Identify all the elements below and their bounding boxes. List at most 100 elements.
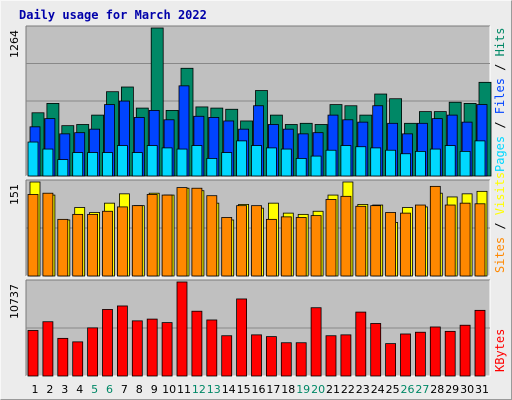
- bar-volume-kbytes-day-11: [176, 281, 188, 377]
- x-tick-label-day-28: 28: [430, 383, 444, 396]
- x-tick-label-day-2: 2: [46, 383, 53, 396]
- bar-volume-kbytes-day-4: [72, 341, 84, 377]
- bar-volume-kbytes-day-3: [57, 337, 69, 377]
- bar-visitors-sites-day-9: [146, 194, 158, 277]
- legend-part-traffic-0: Pages: [493, 136, 507, 172]
- legend-part-traffic-2: Files: [493, 78, 507, 114]
- bar-volume-kbytes-day-29: [444, 330, 456, 377]
- max-value-label-visitors: 151: [8, 184, 21, 205]
- legend-label-traffic: Pages / Files / Hits: [493, 27, 507, 172]
- bar-traffic-pages-day-14: [221, 152, 233, 177]
- bar-visitors-sites-day-22: [340, 195, 352, 277]
- x-tick-label-day-21: 21: [326, 383, 340, 396]
- bar-visitors-sites-day-12: [191, 187, 203, 277]
- bar-traffic-pages-day-5: [87, 152, 98, 177]
- bar-traffic-pages-day-22: [340, 145, 352, 177]
- bar-visitors-sites-day-25: [385, 212, 397, 277]
- x-tick-label-day-30: 30: [460, 383, 474, 396]
- bar-visitors-sites-day-11: [176, 187, 188, 277]
- bar-visitors-sites-day-28: [429, 185, 441, 277]
- x-tick-label-day-5: 5: [91, 383, 98, 396]
- bar-traffic-pages-day-24: [370, 147, 382, 177]
- x-tick-label-day-29: 29: [445, 383, 459, 396]
- legend-part-traffic-3: /: [493, 56, 507, 78]
- x-tick-label-day-3: 3: [61, 383, 68, 396]
- bar-visitors-sites-day-19: [295, 217, 307, 277]
- bar-traffic-pages-day-16: [251, 145, 262, 177]
- bar-volume-kbytes-day-12: [191, 310, 203, 377]
- bar-traffic-pages-day-11: [176, 148, 188, 177]
- bar-traffic-pages-day-9: [146, 145, 158, 177]
- bar-traffic-pages-day-12: [191, 145, 203, 177]
- bar-traffic-pages-day-18: [280, 148, 292, 177]
- bar-visitors-sites-day-30: [459, 202, 471, 277]
- bar-traffic-pages-day-7: [117, 145, 128, 177]
- x-tick-label-day-16: 16: [252, 383, 266, 396]
- bar-volume-kbytes-day-15: [236, 298, 248, 377]
- bar-volume-kbytes-day-31: [474, 309, 486, 377]
- bar-traffic-pages-day-10: [161, 147, 173, 177]
- bar-volume-kbytes-day-27: [414, 331, 426, 377]
- bar-visitors-sites-day-7: [117, 206, 128, 277]
- bar-visitors-sites-day-13: [206, 195, 218, 277]
- legend-part-traffic-1: /: [493, 114, 507, 136]
- bar-volume-kbytes-day-1: [27, 330, 39, 377]
- bar-traffic-pages-day-21: [325, 149, 337, 177]
- bar-traffic-pages-day-19: [295, 158, 307, 177]
- bar-visitors-sites-day-29: [444, 204, 456, 277]
- bar-traffic-pages-day-30: [459, 151, 471, 177]
- bar-traffic-pages-day-25: [385, 149, 397, 177]
- x-tick-label-day-6: 6: [106, 383, 113, 396]
- bar-traffic-pages-day-27: [414, 151, 426, 177]
- bar-visitors-sites-day-17: [265, 218, 277, 277]
- bar-volume-kbytes-day-30: [459, 324, 471, 377]
- x-tick-label-day-18: 18: [281, 383, 295, 396]
- legend-label-visitors: Sites / Visits: [493, 172, 507, 273]
- bar-visitors-sites-day-8: [131, 205, 143, 277]
- bar-traffic-pages-day-31: [474, 140, 486, 177]
- bar-volume-kbytes-day-18: [280, 342, 292, 377]
- bar-volume-kbytes-day-22: [340, 334, 352, 377]
- bar-visitors-sites-day-23: [355, 205, 367, 277]
- bar-traffic-pages-day-3: [57, 159, 69, 177]
- x-tick-label-day-13: 13: [207, 383, 221, 396]
- legend-part-visitors-2: Visits: [493, 172, 507, 215]
- bar-visitors-sites-day-6: [102, 210, 113, 277]
- max-value-label-volume: 10737: [8, 284, 21, 319]
- bar-traffic-pages-day-13: [206, 158, 218, 177]
- bar-visitors-sites-day-3: [57, 218, 69, 277]
- x-tick-label-day-22: 22: [341, 383, 355, 396]
- x-tick-label-day-25: 25: [386, 383, 400, 396]
- bar-volume-kbytes-day-19: [295, 342, 307, 377]
- bar-volume-kbytes-day-14: [221, 335, 233, 377]
- bar-volume-kbytes-day-7: [117, 305, 128, 377]
- x-tick-label-day-15: 15: [237, 383, 251, 396]
- bar-traffic-pages-day-6: [102, 152, 113, 177]
- bar-traffic-pages-day-15: [236, 140, 248, 177]
- bar-visitors-sites-day-10: [161, 194, 173, 277]
- x-tick-label-day-4: 4: [76, 383, 83, 396]
- bar-traffic-pages-day-17: [265, 147, 277, 177]
- bar-visitors-sites-day-20: [310, 215, 322, 277]
- bar-volume-kbytes-day-28: [429, 326, 441, 377]
- bar-volume-kbytes-day-6: [102, 309, 113, 377]
- bar-visitors-sites-day-1: [27, 194, 39, 277]
- bar-traffic-pages-day-2: [42, 148, 54, 177]
- x-tick-label-day-14: 14: [222, 383, 236, 396]
- x-tick-label-day-20: 20: [311, 383, 325, 396]
- bar-volume-kbytes-day-9: [146, 318, 158, 377]
- bar-visitors-sites-day-31: [474, 203, 486, 277]
- bar-volume-kbytes-day-17: [265, 336, 277, 377]
- x-tick-label-day-31: 31: [475, 383, 489, 396]
- bar-traffic-pages-day-29: [444, 145, 456, 177]
- x-tick-label-day-26: 26: [401, 383, 415, 396]
- legend-part-visitors-1: /: [493, 215, 507, 237]
- x-tick-label-day-17: 17: [266, 383, 280, 396]
- bar-visitors-sites-day-5: [87, 213, 98, 277]
- max-value-label-traffic: 1264: [8, 30, 21, 58]
- bar-visitors-sites-day-4: [72, 213, 84, 277]
- bar-visitors-sites-day-16: [251, 205, 262, 277]
- bar-volume-kbytes-day-21: [325, 335, 337, 377]
- bar-volume-kbytes-day-5: [87, 327, 98, 377]
- legend-part-visitors-0: Sites: [493, 237, 507, 273]
